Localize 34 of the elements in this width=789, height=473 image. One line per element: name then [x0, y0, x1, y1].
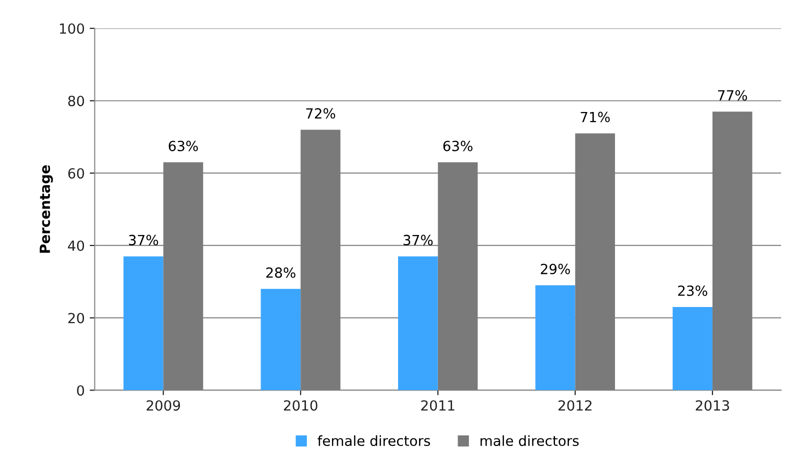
y-tick-label: 60	[68, 168, 84, 179]
legend-label: female directors	[318, 435, 430, 446]
y-tick-label: 0	[77, 385, 84, 396]
y-tick-label: 40	[68, 240, 84, 251]
bar	[712, 112, 752, 390]
y-tick-label: 20	[68, 312, 84, 324]
data-label: 23%	[678, 285, 708, 296]
data-label: 63%	[443, 140, 472, 152]
data-label: 77%	[718, 90, 748, 101]
data-label: 63%	[168, 140, 198, 152]
bar	[300, 130, 340, 390]
x-tick-label: 2011	[421, 400, 454, 411]
data-label: 37%	[129, 234, 158, 246]
y-tick-label: 80	[68, 96, 84, 106]
bar	[672, 307, 712, 390]
x-tick-label: 2010	[284, 400, 318, 411]
x-tick-label: 2012	[558, 400, 592, 411]
bar	[575, 133, 615, 390]
bar	[260, 288, 301, 390]
bar	[535, 285, 576, 390]
bar	[398, 256, 438, 390]
bar	[163, 162, 204, 390]
data-label: 71%	[580, 112, 610, 122]
data-label: 37%	[404, 234, 433, 246]
x-tick-label: 2013	[696, 400, 730, 411]
y-tick-label: 100	[60, 23, 84, 34]
bar	[438, 162, 478, 390]
data-label: 28%	[266, 267, 296, 278]
x-tick-label: 2009	[146, 400, 180, 411]
y-axis-title: Percentage	[40, 165, 53, 253]
legend-label: male directors	[480, 435, 579, 446]
data-label: 72%	[306, 108, 336, 119]
data-label: 29%	[540, 264, 570, 274]
bar	[124, 256, 164, 390]
